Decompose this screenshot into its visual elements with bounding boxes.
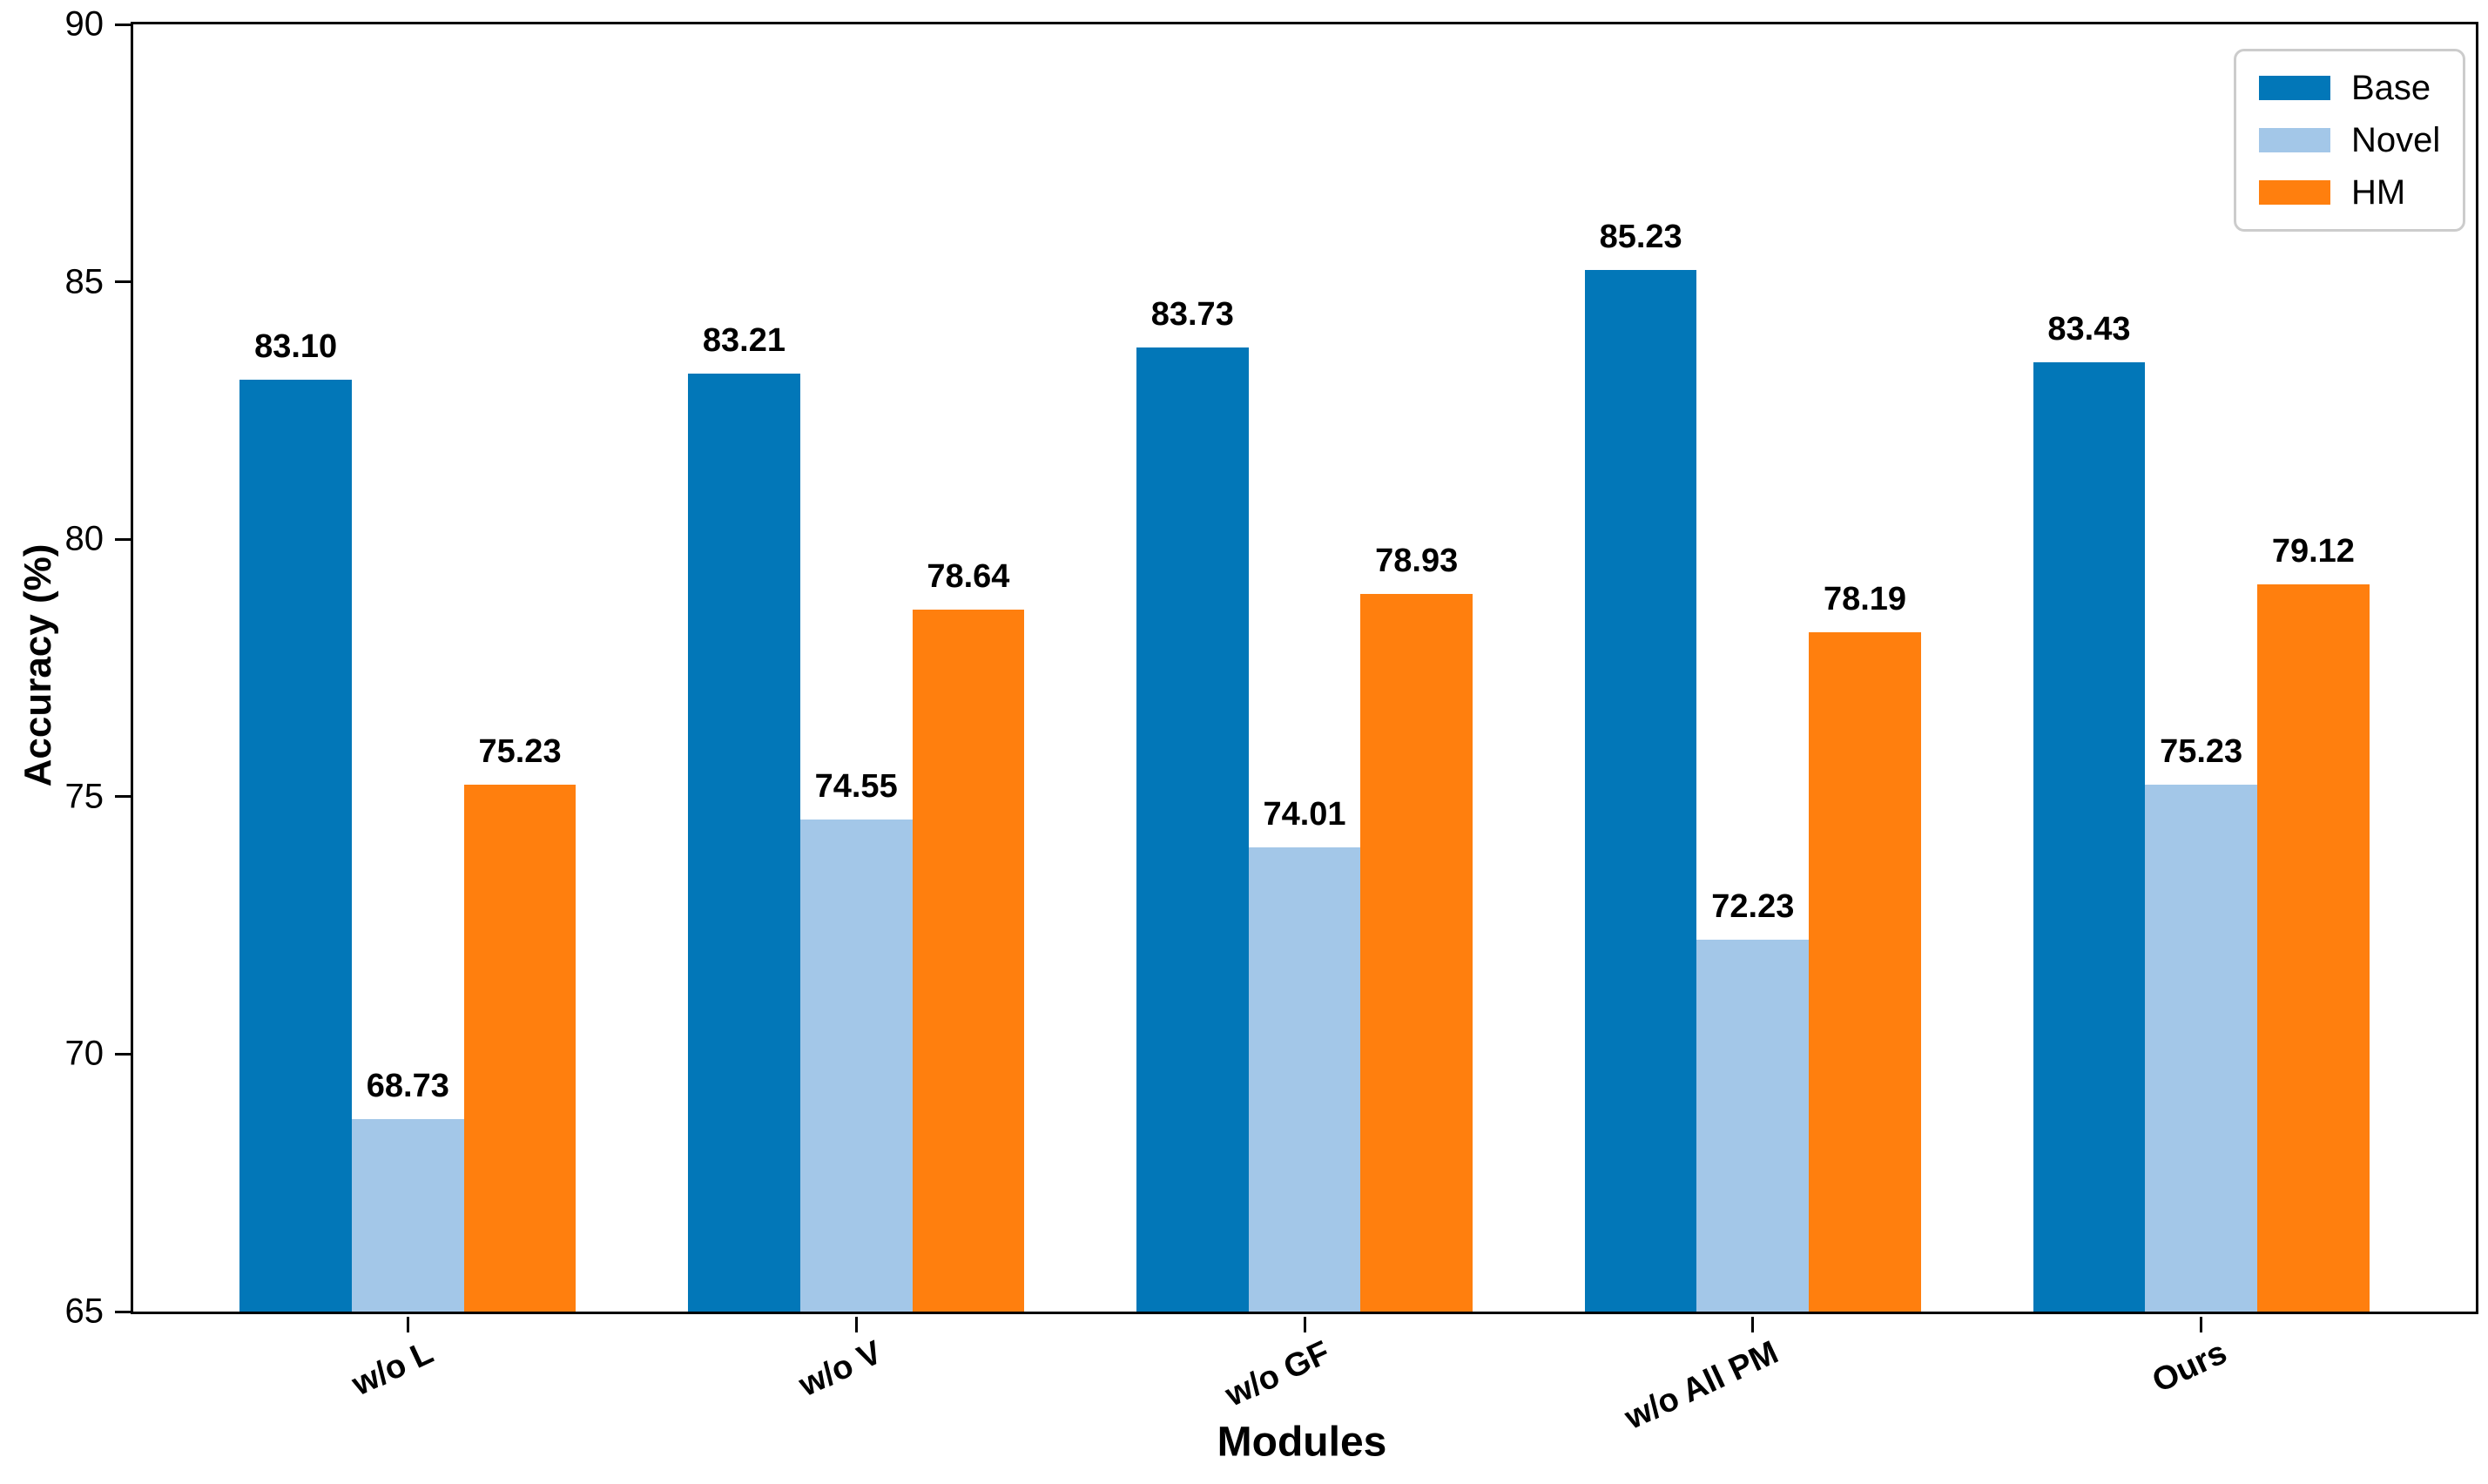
legend-label: Novel [2351,121,2441,159]
bar: 78.93 [1360,543,1473,1312]
x-tick-label: w/o L [347,1334,440,1404]
y-tick-label: 70 [64,1034,105,1073]
bar-value-label: 78.64 [927,557,1010,595]
legend-swatch [2259,76,2330,100]
bar-value-label: 79.12 [2271,533,2355,570]
bar: 68.73 [351,1068,464,1312]
legend-item: HM [2259,173,2440,212]
bar-value-label: 75.23 [2160,733,2243,771]
bar-value-label: 85.23 [1599,219,1682,256]
x-tick-mark [1303,1317,1306,1332]
legend-swatch [2259,128,2330,152]
bar-value-label: 74.01 [1263,796,1346,833]
y-tick-mark [115,280,131,284]
bar: 78.19 [1809,581,1921,1312]
y-tick-mark [115,1052,131,1056]
y-axis-title: Accuracy (%) [17,543,59,787]
bar-value-label: 83.73 [1150,295,1234,333]
bar: 83.10 [239,328,352,1312]
bar: 83.73 [1136,296,1249,1312]
x-tick-label: w/o V [793,1334,887,1405]
legend-swatch [2259,180,2330,205]
y-tick-label: 65 [64,1292,105,1331]
bar-value-label: 75.23 [478,733,562,771]
plot-area: 65 70 75 80 85 90 w/o L w/o V w/o GF w/o All PM Ou… [65,5,2478,1437]
bar-value-label: 83.10 [254,327,338,365]
bar-value-label: 74.55 [814,768,898,806]
legend-label: Base [2351,69,2431,107]
bar-value-label: 78.19 [1823,581,1907,618]
x-tick-mark [406,1317,409,1332]
y-tick-mark [115,23,131,26]
bar: 83.43 [2033,311,2146,1312]
y-tick-label: 85 [64,262,105,301]
bar-value-label: 72.23 [1711,887,1795,925]
bar: 85.23 [1584,219,1697,1312]
x-tick-mark [854,1317,858,1332]
bar: 74.55 [799,768,913,1312]
y-tick-mark [115,795,131,799]
bar: 79.12 [2257,533,2370,1312]
bar: 83.21 [688,322,800,1312]
bar-value-label: 83.43 [2047,311,2131,348]
bar-value-label: 83.21 [702,322,786,360]
y-tick-label: 90 [64,4,105,44]
bar: 72.23 [1696,888,1810,1312]
legend: Base Novel HM [2234,49,2466,232]
x-tick-label: w/o All PM [1619,1334,1784,1437]
x-tick-mark [1751,1317,1755,1332]
bar-value-label: 78.93 [1375,543,1459,580]
x-axis-title: Modules [1217,1419,1387,1466]
y-tick-mark [115,1310,131,1313]
bar: 75.23 [463,733,576,1312]
legend-item: Base [2259,69,2440,107]
y-tick-label: 75 [64,777,105,816]
y-tick-label: 80 [64,519,105,558]
bar: 74.01 [1248,796,1361,1312]
x-tick-mark [2200,1317,2203,1332]
x-tick-label: Ours [2147,1334,2233,1400]
legend-label: HM [2351,173,2406,212]
legend-item: Novel [2259,121,2440,159]
bar-value-label: 68.73 [366,1068,449,1105]
bar: 78.64 [912,558,1025,1312]
x-tick-label: w/o GF [1220,1334,1336,1414]
bar: 75.23 [2145,733,2257,1312]
y-tick-mark [115,537,131,541]
